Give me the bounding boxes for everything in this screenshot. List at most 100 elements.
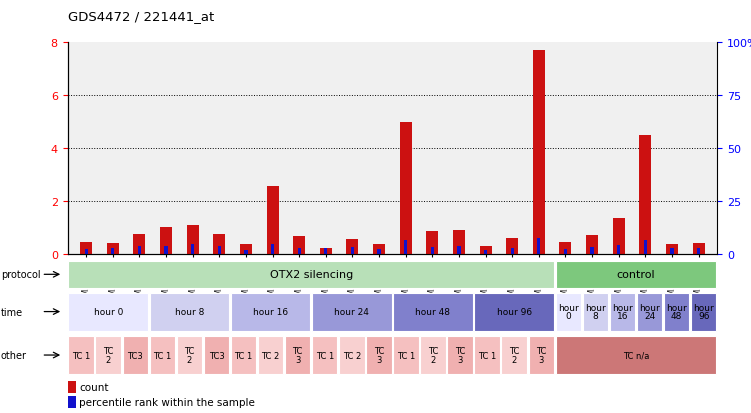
Bar	[149, 293, 229, 331]
Bar	[218, 246, 221, 254]
Bar	[431, 247, 434, 254]
Text: hour 0: hour 0	[94, 307, 123, 316]
Bar	[176, 336, 202, 374]
Text: TC 2: TC 2	[261, 351, 279, 360]
Bar	[556, 261, 716, 288]
Text: TC
2: TC 2	[428, 347, 438, 364]
Bar	[373, 245, 385, 254]
Bar	[378, 249, 381, 254]
Bar	[231, 293, 310, 331]
Text: TC
3: TC 3	[455, 347, 466, 364]
Bar	[285, 336, 310, 374]
Bar	[671, 249, 674, 254]
Bar	[502, 336, 527, 374]
Text: TC
3: TC 3	[292, 347, 303, 364]
Bar	[556, 336, 716, 374]
Bar	[556, 293, 581, 331]
Text: count: count	[80, 382, 109, 392]
Bar	[134, 234, 146, 254]
Bar	[231, 336, 256, 374]
Bar	[610, 293, 635, 331]
Text: TC 1: TC 1	[397, 351, 415, 360]
Bar	[533, 51, 544, 254]
Bar	[191, 245, 195, 254]
Bar	[583, 293, 608, 331]
Bar	[644, 241, 647, 254]
Text: TC
2: TC 2	[509, 347, 520, 364]
Text: TC 1: TC 1	[315, 351, 334, 360]
Text: TC
2: TC 2	[103, 347, 113, 364]
Text: TC3: TC3	[128, 351, 143, 360]
Bar	[258, 336, 283, 374]
Text: hour
8: hour 8	[585, 303, 606, 320]
Bar	[590, 247, 594, 254]
Bar	[664, 293, 689, 331]
Bar	[697, 248, 700, 254]
Text: hour
96: hour 96	[693, 303, 714, 320]
Bar	[506, 238, 518, 254]
Bar	[564, 249, 567, 254]
Bar	[204, 336, 229, 374]
Bar	[453, 230, 465, 254]
Text: protocol: protocol	[1, 270, 41, 280]
Bar	[240, 245, 252, 254]
Text: TC 1: TC 1	[153, 351, 171, 360]
Bar	[692, 244, 704, 254]
Text: TC 1: TC 1	[478, 351, 496, 360]
Text: TC
3: TC 3	[536, 347, 547, 364]
Bar	[484, 250, 487, 254]
Text: hour
16: hour 16	[612, 303, 633, 320]
Bar	[320, 249, 332, 254]
Bar	[244, 250, 248, 254]
Text: TC 1: TC 1	[234, 351, 252, 360]
Bar	[339, 336, 364, 374]
Bar	[95, 336, 121, 374]
Bar	[404, 241, 407, 254]
Bar	[68, 396, 76, 408]
Text: TC 2: TC 2	[342, 351, 361, 360]
Bar	[666, 244, 678, 254]
Bar	[639, 135, 651, 254]
Bar	[85, 249, 88, 254]
Bar	[312, 336, 337, 374]
Bar	[394, 336, 418, 374]
Bar	[312, 293, 391, 331]
Bar	[448, 336, 473, 374]
Bar	[111, 248, 114, 254]
Text: GDS4472 / 221441_at: GDS4472 / 221441_at	[68, 10, 214, 23]
Text: control: control	[617, 270, 656, 280]
Bar	[122, 336, 148, 374]
Bar	[559, 242, 572, 254]
Bar	[394, 293, 473, 331]
Bar	[213, 234, 225, 254]
Bar	[617, 246, 620, 254]
Bar	[80, 242, 92, 254]
Text: hour
0: hour 0	[558, 303, 579, 320]
Bar	[351, 247, 354, 254]
Text: TC 1: TC 1	[72, 351, 90, 360]
Text: hour 24: hour 24	[334, 307, 369, 316]
Bar	[457, 247, 460, 254]
Bar	[107, 244, 119, 254]
Bar	[68, 261, 554, 288]
Bar	[160, 228, 172, 254]
Text: hour 96: hour 96	[496, 307, 532, 316]
Bar	[691, 293, 716, 331]
Bar	[68, 336, 94, 374]
Text: TC n/a: TC n/a	[623, 351, 649, 360]
Bar	[537, 239, 541, 254]
Bar	[138, 246, 141, 254]
Bar	[511, 248, 514, 254]
Text: hour
48: hour 48	[666, 303, 687, 320]
Text: hour 48: hour 48	[415, 307, 451, 316]
Text: TC
3: TC 3	[374, 347, 384, 364]
Text: time: time	[1, 307, 23, 317]
Bar	[68, 293, 148, 331]
Bar	[421, 336, 446, 374]
Bar	[366, 336, 391, 374]
Bar	[187, 225, 199, 254]
Bar	[267, 187, 279, 254]
Bar	[529, 336, 554, 374]
Bar	[164, 247, 167, 254]
Bar	[400, 122, 412, 254]
